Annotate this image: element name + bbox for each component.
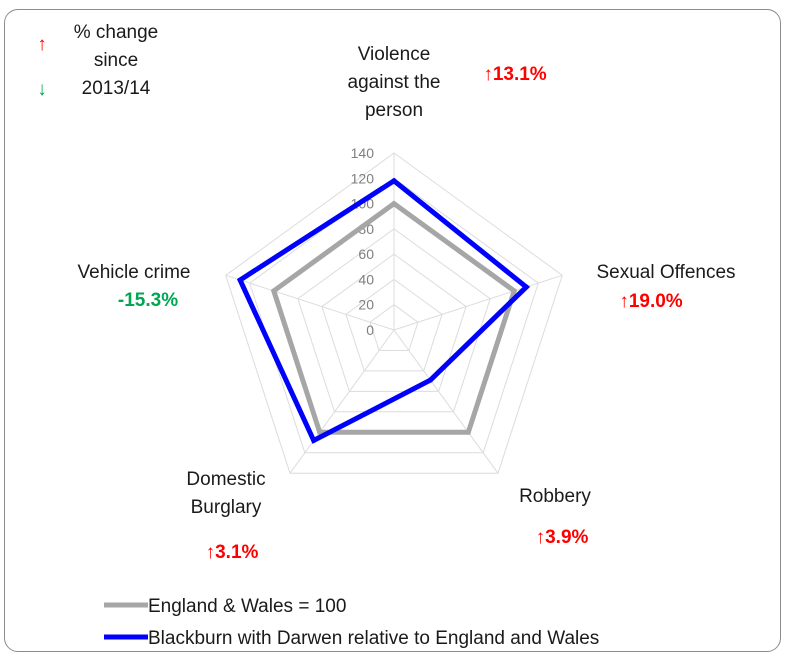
axis-label: Vehicle crime bbox=[78, 262, 191, 283]
tick-label: 60 bbox=[358, 246, 374, 262]
axis-label: Domestic bbox=[186, 469, 265, 490]
tick-label: 20 bbox=[358, 297, 374, 313]
change-key-text: % change bbox=[74, 22, 159, 43]
axis-label: Burglary bbox=[191, 497, 262, 518]
spoke-line bbox=[393, 329, 499, 474]
series-line bbox=[236, 177, 531, 444]
tick-label: 0 bbox=[366, 322, 374, 338]
data-point bbox=[237, 277, 243, 283]
grid-ring bbox=[369, 304, 419, 351]
change-key: ↑ ↓ % change since 2013/14 bbox=[37, 22, 158, 100]
spoke-line bbox=[393, 274, 563, 331]
grid-ring bbox=[297, 228, 491, 413]
legend: England & Wales = 100 Blackburn with Darw… bbox=[104, 596, 599, 649]
tick-label: 40 bbox=[358, 271, 374, 287]
data-point bbox=[391, 201, 397, 207]
data-point bbox=[311, 438, 317, 443]
change-value: ↑3.9% bbox=[536, 527, 589, 548]
change-value: ↑3.1% bbox=[206, 542, 259, 563]
change-value: ↑19.0% bbox=[619, 291, 682, 312]
data-point bbox=[511, 288, 517, 294]
data-point bbox=[523, 284, 529, 290]
data-point bbox=[427, 377, 433, 383]
radar-series bbox=[236, 177, 531, 444]
change-key-text: 2013/14 bbox=[82, 78, 151, 99]
axis-label: against the bbox=[348, 72, 441, 93]
data-point bbox=[465, 429, 471, 435]
grid-ring bbox=[345, 278, 443, 372]
grid-ring bbox=[249, 177, 539, 454]
down-arrow-icon: ↓ bbox=[37, 79, 47, 100]
axis-label: person bbox=[365, 100, 423, 121]
legend-label: Blackburn with Darwen relative to Englan… bbox=[148, 628, 599, 649]
tick-label: 140 bbox=[351, 145, 375, 161]
up-arrow-icon: ↑ bbox=[37, 34, 47, 55]
spoke-line bbox=[289, 329, 395, 474]
change-key-text: since bbox=[94, 50, 138, 71]
axis-label: Sexual Offences bbox=[596, 262, 735, 283]
axis-label: Robbery bbox=[519, 486, 591, 507]
data-point bbox=[271, 288, 277, 294]
spoke-line bbox=[225, 274, 395, 331]
axis-labels: Violence against the person ↑13.1% Sexual Of… bbox=[78, 44, 736, 563]
chart-frame bbox=[4, 9, 781, 652]
axis-label: Violence bbox=[358, 44, 431, 65]
data-point bbox=[391, 178, 397, 184]
change-value: ↑13.1% bbox=[483, 64, 546, 85]
tick-label: 120 bbox=[351, 170, 375, 186]
grid-ring bbox=[321, 253, 467, 392]
grid-ring bbox=[225, 152, 563, 474]
change-value: -15.3% bbox=[118, 290, 178, 311]
series-line bbox=[270, 200, 518, 435]
data-point bbox=[317, 429, 323, 435]
legend-label: England & Wales = 100 bbox=[148, 596, 346, 617]
